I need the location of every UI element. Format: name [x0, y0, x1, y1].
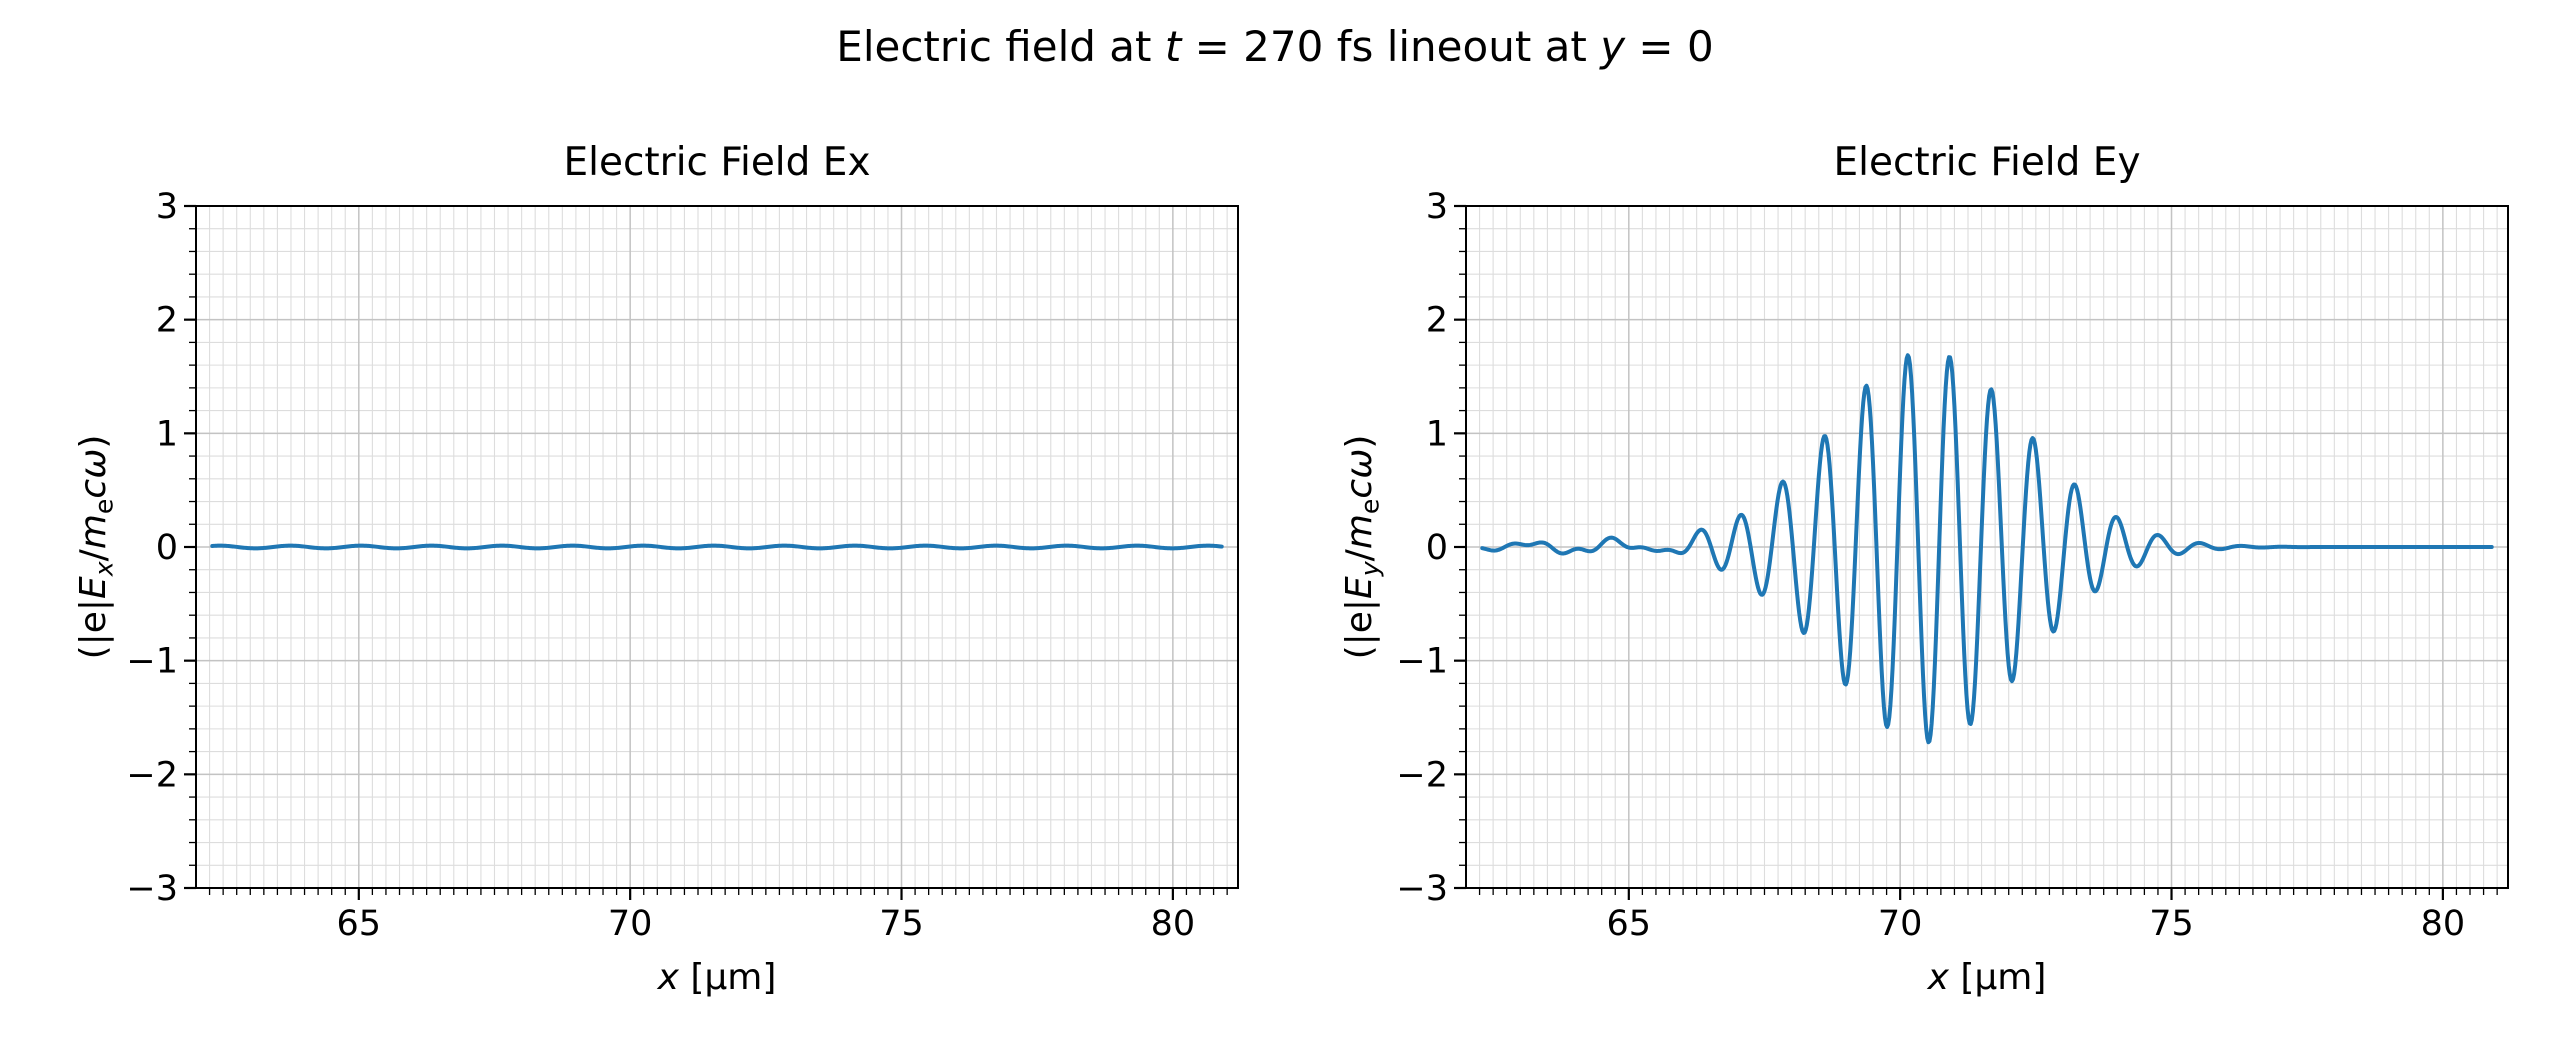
subplot-ey: 65 70 75 80 −3 −2 −1 0 1 2 3: [1396, 187, 2509, 944]
y-tick-label: 1: [156, 414, 178, 454]
ticks-major: [1454, 204, 2444, 900]
ticks-major: [184, 204, 1174, 900]
x-tick-label: 65: [1607, 904, 1652, 944]
y-tick-label: 3: [1426, 187, 1448, 227]
y-tick-label: −2: [126, 755, 178, 795]
tick-labels: 65 70 75 80 −3 −2 −1 0 1 2 3: [1396, 187, 2465, 944]
x-tick-label: 80: [2421, 904, 2466, 944]
x-tick-label: 70: [608, 904, 653, 944]
y-tick-label: 2: [156, 301, 178, 341]
y-tick-label: 3: [156, 187, 178, 227]
y-tick-label: −2: [1396, 755, 1448, 795]
y-tick-label: −3: [126, 869, 178, 909]
y-tick-label: 2: [1426, 301, 1448, 341]
x-tick-label: 75: [879, 904, 924, 944]
ticks-minor: [189, 228, 1228, 895]
x-tick-label: 80: [1151, 904, 1196, 944]
x-tick-label: 65: [337, 904, 382, 944]
data-line-ex: [210, 543, 1224, 551]
x-axis-label-ey: x [μm]: [1927, 957, 2047, 998]
subplot-title-ey: Electric Field Ey: [1833, 140, 2141, 185]
x-axis-label-ex: x [μm]: [657, 957, 777, 998]
y-tick-label: −3: [1396, 869, 1448, 909]
subplot-title-ex: Electric Field Ex: [563, 140, 871, 185]
ticks-minor: [1459, 228, 2498, 895]
y-tick-label: 0: [156, 528, 178, 568]
y-tick-label: −1: [126, 642, 178, 682]
x-tick-label: 70: [1878, 904, 1923, 944]
figure-title: Electric field at t = 270 fs lineout at …: [836, 22, 1714, 71]
y-tick-label: −1: [1396, 642, 1448, 682]
tick-labels: 65 70 75 80 −3 −2 −1 0 1 2 3: [126, 187, 1195, 944]
data-line-ey: [1480, 353, 2494, 745]
y-tick-label: 0: [1426, 528, 1448, 568]
x-tick-label: 75: [2149, 904, 2194, 944]
y-tick-label: 1: [1426, 414, 1448, 454]
subplot-ex: 65 70 75 80 −3 −2 −1 0 1 2 3: [126, 187, 1239, 944]
